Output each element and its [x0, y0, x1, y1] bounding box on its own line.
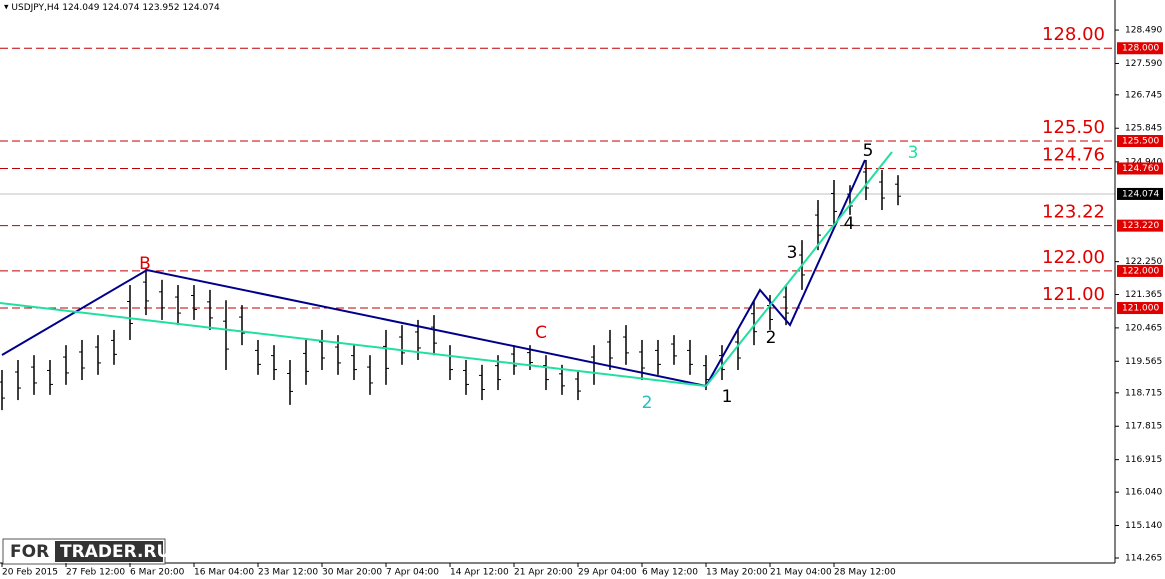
wave-label: B [139, 254, 151, 274]
level-tag [1117, 135, 1163, 148]
level-tag-label: 128.000 [1122, 44, 1159, 54]
x-tick-label: 14 Apr 12:00 [450, 568, 509, 578]
level-label: 121.00 [1042, 284, 1105, 305]
wave-line [705, 159, 866, 387]
level-label: 122.00 [1042, 247, 1105, 268]
x-tick-label: 21 May 04:00 [770, 568, 832, 578]
x-tick-label: 20 Feb 2015 [2, 568, 58, 578]
level-tag [1117, 264, 1163, 277]
y-tick-label: 114.265 [1125, 553, 1162, 563]
wave-label: 4 [844, 214, 855, 234]
level-label: 124.76 [1042, 144, 1105, 165]
x-tick-label: 27 Feb 12:00 [66, 568, 125, 578]
trend-line [705, 151, 893, 387]
y-tick-label: 116.915 [1125, 455, 1162, 465]
y-tick-label: 115.140 [1125, 521, 1162, 531]
y-tick-label: 126.745 [1125, 90, 1162, 100]
x-tick-label: 29 Apr 04:00 [578, 568, 637, 578]
level-tag-label: 122.000 [1122, 266, 1159, 276]
y-tick-label: 122.250 [1125, 257, 1162, 267]
level-tag [1117, 42, 1163, 55]
x-tick-label: 28 May 12:00 [834, 568, 896, 578]
x-tick-label: 13 May 20:00 [706, 568, 768, 578]
last-price-tag [1117, 187, 1163, 200]
wave-label: 1 [722, 387, 733, 407]
y-tick-label: 128.490 [1125, 26, 1162, 36]
x-tick-label: 6 Mar 20:00 [130, 568, 185, 578]
watermark: TRADER.RU [60, 542, 170, 562]
level-tag [1117, 302, 1163, 315]
wave-line [1, 268, 707, 387]
x-tick-label: 23 Mar 12:00 [258, 568, 318, 578]
x-tick-label: 30 Mar 20:00 [322, 568, 382, 578]
trend-line [0, 302, 707, 387]
y-tick-label: 119.565 [1125, 357, 1162, 367]
level-tag [1117, 162, 1163, 175]
y-tick-label: 121.365 [1125, 290, 1162, 300]
wave-label: 3 [908, 143, 919, 163]
y-tick-label: 116.040 [1125, 488, 1162, 498]
wave-label: 2 [642, 393, 653, 413]
y-tick-label: 120.465 [1125, 323, 1162, 333]
y-tick-label: 117.815 [1125, 422, 1162, 432]
wave-label: C [535, 323, 547, 343]
x-tick-label: 16 Mar 04:00 [194, 568, 254, 578]
level-label: 128.00 [1042, 24, 1105, 45]
chart-title-text: USDJPY,H4 124.049 124.074 123.952 124.07… [11, 3, 220, 13]
y-tick-label: 125.845 [1125, 124, 1162, 134]
x-tick-label: 21 Apr 20:00 [514, 568, 573, 578]
level-tag-label: 121.000 [1122, 304, 1159, 314]
wave-label: 2 [766, 328, 777, 348]
y-tick-label: 127.590 [1125, 59, 1162, 69]
x-tick-label: 7 Apr 04:00 [386, 568, 439, 578]
level-label: 123.22 [1042, 202, 1105, 223]
level-tag-label: 124.760 [1122, 164, 1159, 174]
chart-title: ▾ USDJPY,H4 124.049 124.074 123.952 124.… [4, 3, 220, 13]
y-tick-label: 124.940 [1125, 157, 1162, 167]
y-tick-label: 118.715 [1125, 388, 1162, 398]
wave-label: 5 [863, 141, 874, 161]
watermark-box [55, 541, 163, 562]
watermark: FOR [10, 542, 49, 562]
plot-area [0, 47, 1115, 411]
level-tag-label: 125.500 [1122, 137, 1159, 147]
level-tag-label: 123.220 [1122, 221, 1159, 231]
wave-label: 3 [787, 243, 798, 263]
last-price-label: 124.074 [1122, 189, 1159, 199]
level-label: 125.50 [1042, 117, 1105, 138]
x-tick-label: 6 May 12:00 [642, 568, 698, 578]
level-tag [1117, 219, 1163, 232]
